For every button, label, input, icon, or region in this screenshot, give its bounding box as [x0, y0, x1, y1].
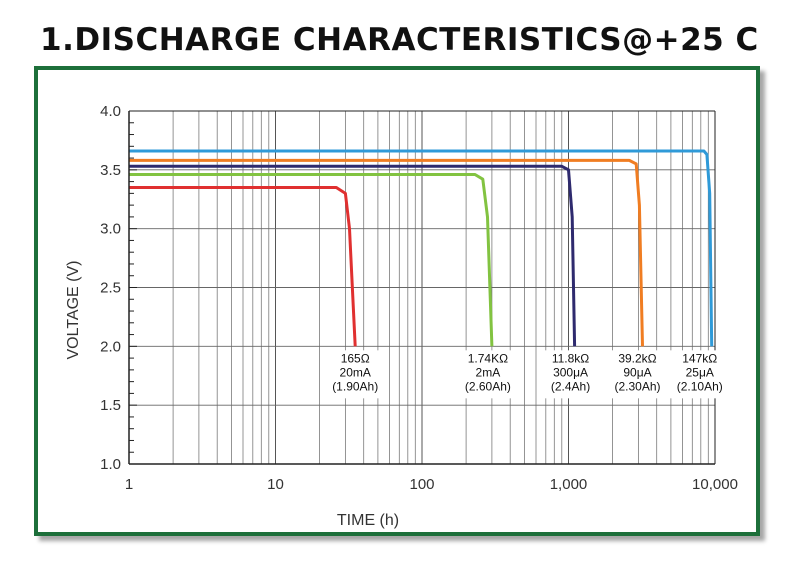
y-tick-label: 1.0 [100, 456, 121, 473]
series-label-text: 165Ω [341, 351, 370, 365]
grid [129, 110, 715, 464]
page-title: 1.DISCHARGE CHARACTERISTICS@+25 C [40, 22, 759, 58]
series-layer [129, 149, 714, 347]
series-line [129, 149, 714, 347]
series-label-text: 11.8kΩ [552, 351, 589, 365]
series-line [129, 186, 357, 347]
series-label-text: 1.74KΩ [468, 351, 508, 365]
series-label-text: 300μA [553, 365, 588, 379]
chart-frame: 1.0 1.5 2.0 2.5 3.0 3.5 4.0 1 10 100 1,000 10,000 1… [34, 66, 760, 536]
series-label-bg [541, 350, 600, 399]
series-label-text: (2.4Ah) [551, 379, 590, 393]
series-labels: 165Ω20mA(1.90Ah)1.74KΩ2mA(2.60Ah)11.8kΩ3… [322, 350, 733, 399]
tick-labels: 1.0 1.5 2.0 2.5 3.0 3.5 4.0 1 10 100 1,000 10,000 [100, 103, 738, 493]
series-label-text: 25μA [686, 365, 714, 379]
series-label-text: 2mA [476, 365, 501, 379]
x-tick-label: 100 [409, 476, 434, 493]
series-label-text: (2.60Ah) [465, 379, 511, 393]
series-label-bg [604, 350, 671, 399]
series-label-text: 20mA [340, 365, 371, 379]
series-line [129, 173, 494, 347]
x-tick-label: 10 [267, 476, 284, 493]
y-axis-title: VOLTAGE (V) [65, 261, 82, 360]
axes [128, 110, 716, 465]
x-axis-title: TIME (h) [337, 512, 399, 529]
y-tick-label: 1.5 [100, 397, 121, 414]
series-label-text: (2.30Ah) [614, 379, 660, 393]
series-line [129, 164, 577, 347]
series-label-text: 39.2kΩ [618, 351, 656, 365]
x-tick-label: 10,000 [692, 476, 738, 493]
series-line [129, 158, 644, 347]
y-tick-label: 3.5 [100, 162, 121, 179]
series-label-text: (1.90Ah) [332, 379, 378, 393]
x-tick-label: 1,000 [550, 476, 588, 493]
y-tick-label: 2.5 [100, 280, 121, 297]
y-tick-label: 2.0 [100, 338, 121, 355]
series-label-bg [666, 350, 733, 399]
series-label-bg [322, 350, 389, 399]
x-tick-label: 1 [125, 476, 133, 493]
y-tick-label: 3.0 [100, 221, 121, 238]
series-label-text: (2.10Ah) [677, 379, 723, 393]
y-tick-label: 4.0 [100, 103, 121, 120]
series-label-text: 90μA [623, 365, 651, 379]
series-label-text: 147kΩ [682, 351, 717, 365]
series-label-bg [455, 350, 521, 399]
discharge-chart: 1.0 1.5 2.0 2.5 3.0 3.5 4.0 1 10 100 1,000 10,000 1… [65, 103, 738, 529]
